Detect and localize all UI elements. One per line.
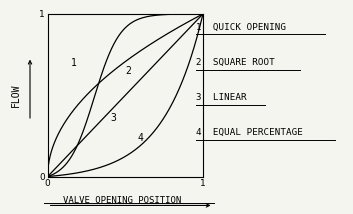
- Text: 4  EQUAL PERCENTAGE: 4 EQUAL PERCENTAGE: [196, 128, 303, 137]
- Text: 2  SQUARE ROOT: 2 SQUARE ROOT: [196, 58, 275, 67]
- Text: 1: 1: [71, 58, 77, 68]
- Text: VALVE OPENING POSITION: VALVE OPENING POSITION: [63, 196, 181, 205]
- Text: 2: 2: [125, 66, 131, 76]
- Text: FLOW: FLOW: [11, 83, 21, 107]
- Text: 3  LINEAR: 3 LINEAR: [196, 93, 246, 102]
- Text: 1  QUICK OPENING: 1 QUICK OPENING: [196, 22, 286, 31]
- Text: 4: 4: [138, 132, 144, 143]
- Text: 3: 3: [110, 113, 116, 123]
